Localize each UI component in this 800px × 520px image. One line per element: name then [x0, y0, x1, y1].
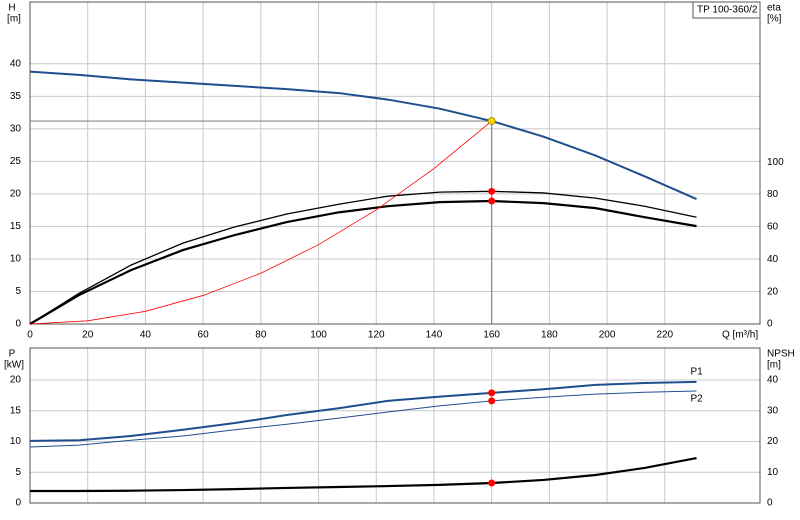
y2-tick-label: 20 — [767, 286, 779, 297]
x-tick-label: 80 — [255, 330, 267, 341]
series-line — [29, 390, 697, 448]
chart-title: TP 100-360/2 — [697, 5, 758, 16]
plot-frame — [29, 1, 761, 325]
y-tick-label: 20 — [10, 375, 22, 386]
x-tick-label: 20 — [82, 330, 94, 341]
y-tick-label: 25 — [10, 156, 22, 167]
series-line — [29, 120, 492, 325]
duty-point — [487, 117, 496, 125]
x-tick-label: 40 — [140, 330, 152, 341]
y2-tick-label: 30 — [767, 405, 779, 416]
y-tick-label: 10 — [10, 254, 22, 265]
duty-point — [488, 187, 496, 195]
duty-point — [488, 397, 496, 405]
y2-axis-unit: [%] — [767, 14, 782, 25]
x-tick-label: 60 — [198, 330, 210, 341]
y-tick-label: 5 — [15, 286, 21, 297]
duty-point — [488, 479, 496, 487]
title-box — [692, 1, 761, 19]
x-tick-label: 200 — [599, 330, 616, 341]
x-tick-label: 160 — [483, 330, 500, 341]
series-line — [29, 190, 697, 325]
y2-tick-label: 40 — [767, 375, 779, 386]
y-axis-label: P — [9, 349, 16, 360]
y2-tick-label: 10 — [767, 467, 779, 478]
duty-point — [488, 389, 496, 397]
y-tick-label: 0 — [15, 319, 21, 330]
series-line — [29, 380, 697, 442]
y-tick-label: 15 — [10, 405, 22, 416]
x-tick-label: 100 — [310, 330, 327, 341]
y2-tick-label: 60 — [767, 222, 779, 233]
series-line — [30, 457, 697, 493]
x-axis-label: Q [m³/h] — [722, 330, 758, 341]
series-label: P1 — [691, 366, 704, 377]
series-line — [29, 199, 697, 325]
y-tick-label: 10 — [10, 436, 22, 447]
x-tick-label: 140 — [426, 330, 443, 341]
x-tick-label: 0 — [27, 330, 33, 341]
y-tick-label: 15 — [10, 221, 22, 232]
y-axis-unit: [m] — [7, 14, 21, 25]
y-tick-label: 0 — [15, 498, 21, 509]
y-axis-label: H — [8, 3, 15, 14]
y2-axis-unit: [m] — [767, 360, 781, 371]
y2-axis-label: eta — [767, 3, 781, 14]
x-tick-label: 120 — [368, 330, 385, 341]
series-label: P2 — [691, 394, 704, 405]
y2-tick-label: 0 — [767, 498, 773, 509]
y-tick-label: 5 — [15, 467, 21, 478]
y2-tick-label: 80 — [767, 189, 779, 200]
y2-tick-label: 100 — [767, 157, 784, 168]
y2-tick-label: 20 — [767, 436, 779, 447]
y-tick-label: 20 — [10, 189, 22, 200]
x-tick-label: 180 — [541, 330, 558, 341]
plot-frame — [29, 347, 761, 504]
y-axis-unit: [kW] — [4, 360, 24, 371]
y2-axis-label: NPSH — [767, 349, 795, 360]
x-tick-label: 220 — [656, 330, 673, 341]
y2-tick-label: 0 — [767, 319, 773, 330]
series-line — [29, 70, 697, 201]
y-tick-label: 30 — [10, 123, 22, 134]
y-tick-label: 40 — [10, 58, 22, 69]
y2-tick-label: 40 — [767, 254, 779, 265]
duty-point — [488, 197, 496, 205]
y-tick-label: 35 — [10, 91, 22, 102]
